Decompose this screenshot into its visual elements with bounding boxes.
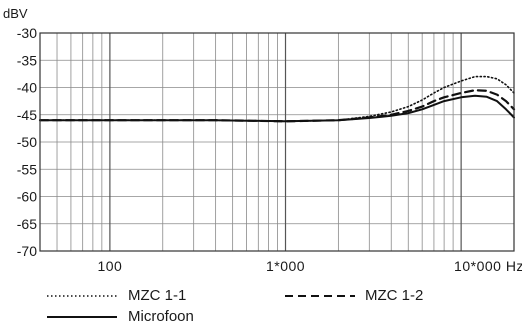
legend-line-solid: [47, 316, 117, 318]
series-line-solid: [39, 94, 515, 123]
x-axis-ticks: 100 1*000 10*000 Hz: [97, 258, 522, 274]
x-tick-label: 100: [97, 258, 122, 274]
legend-label: MZC 1-2: [365, 287, 424, 304]
legend-line-dashed: [285, 295, 355, 297]
legend-label: Microfoon: [128, 308, 194, 325]
y-tick-label: -45: [17, 107, 37, 123]
y-tick-label: -40: [17, 80, 37, 96]
legend-label: MZC 1-1: [128, 287, 187, 304]
legend-item-mzc-1-2: MZC 1-2: [285, 286, 485, 306]
series-lines: [38, 75, 516, 123]
legend-item-microfoon: Microfoon: [47, 307, 247, 327]
y-tick-label: -55: [17, 161, 37, 177]
x-tick-label: 10*000 Hz: [454, 258, 522, 274]
y-axis-unit-label: dBV: [3, 6, 28, 21]
y-tick-label: -65: [17, 216, 37, 232]
grid: [39, 32, 515, 252]
series-line-dashed: [38, 89, 516, 123]
plot-frame: [39, 32, 515, 252]
y-tick-label: -60: [17, 189, 37, 205]
legend-item-mzc-1-1: MZC 1-1: [47, 286, 247, 306]
y-axis-ticks: -30 -35 -40 -45 -50 -55 -60 -65 -70: [17, 25, 37, 259]
y-tick-label: -35: [17, 52, 37, 68]
x-tick-label: 1*000: [266, 258, 305, 274]
legend-line-dotted: [47, 295, 117, 297]
y-tick-label: -50: [17, 134, 37, 150]
y-tick-label: -70: [17, 243, 37, 259]
y-tick-label: -30: [17, 25, 37, 41]
